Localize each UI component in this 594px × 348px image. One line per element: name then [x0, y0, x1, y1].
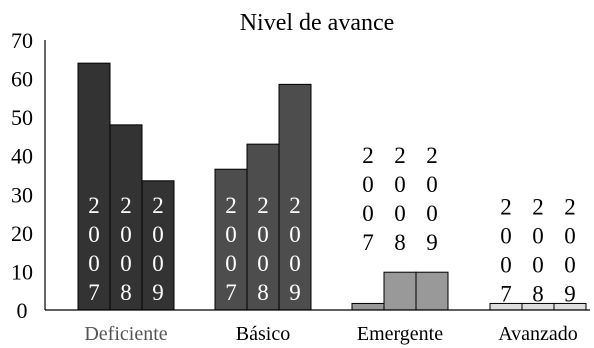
y-tick-label: 40: [11, 144, 33, 169]
bar-label-digit: 0: [564, 223, 576, 248]
bar-label-digit: 8: [532, 281, 544, 306]
bar-label-digit: 0: [500, 252, 512, 277]
bar-label-digit: 9: [564, 281, 576, 306]
bar: [109, 124, 143, 311]
bar-label-digit: 0: [289, 222, 301, 247]
bar-label-digit: 0: [88, 251, 100, 276]
bar-label-digit: 0: [362, 201, 374, 226]
bar-label-digit: 0: [225, 251, 237, 276]
bar-label-digit: 2: [362, 143, 374, 168]
bar-label-digit: 8: [394, 230, 406, 255]
bar-label-digit: 0: [394, 172, 406, 197]
bar-label-digit: 0: [426, 172, 438, 197]
bar-label-digit: 2: [225, 193, 237, 218]
bar-label-digit: 0: [362, 172, 374, 197]
bar-label-digit: 0: [532, 252, 544, 277]
bar: [351, 302, 385, 311]
bar-label-digit: 0: [532, 223, 544, 248]
y-axis: 0 10 20 30 40 50 60 70: [11, 28, 46, 323]
bar-label-digit: 0: [564, 252, 576, 277]
y-tick-label: 70: [11, 28, 33, 53]
bar-label-digit: 0: [257, 251, 269, 276]
bar-label-digit: 2: [152, 193, 164, 218]
bar-label-digit: 0: [394, 201, 406, 226]
bar-label-digit: 7: [88, 280, 100, 305]
bar-label-digit: 0: [120, 222, 132, 247]
bar-label-digit: 7: [500, 281, 512, 306]
bar-label-digit: 0: [500, 223, 512, 248]
bar-label-digit: 0: [120, 251, 132, 276]
bar-labels: 2007200820092007200820092007200820092007…: [88, 143, 576, 306]
bar-label-digit: 7: [225, 280, 237, 305]
bar-label-digit: 9: [426, 230, 438, 255]
bar-label-digit: 0: [426, 201, 438, 226]
bar-label-digit: 2: [88, 193, 100, 218]
x-tick-label: Avanzado: [498, 323, 578, 345]
y-tick-label: 20: [11, 221, 33, 246]
x-tick-label: Deficiente: [84, 323, 167, 345]
bar-label-digit: 0: [152, 251, 164, 276]
bar: [383, 271, 417, 311]
x-tick-label: Básico: [236, 323, 290, 345]
y-tick-label: 10: [11, 259, 33, 284]
chart-title: Nivel de avance: [240, 10, 395, 36]
bar-label-digit: 0: [152, 222, 164, 247]
bar-label-digit: 7: [362, 230, 374, 255]
y-tick-label: 60: [11, 67, 33, 92]
bar-label-digit: 8: [257, 280, 269, 305]
bar-label-digit: 0: [88, 222, 100, 247]
bar-label-digit: 2: [426, 143, 438, 168]
bar-label-digit: 2: [564, 194, 576, 219]
bar: [278, 83, 312, 311]
bar-label-digit: 2: [532, 194, 544, 219]
bar-label-digit: 0: [257, 222, 269, 247]
bar-label-digit: 0: [225, 222, 237, 247]
bar-label-digit: 2: [394, 143, 406, 168]
bar-label-digit: 2: [289, 193, 301, 218]
bar: [415, 271, 449, 311]
x-axis: Deficiente Básico Emergente Avanzado: [45, 309, 590, 345]
bar-label-digit: 0: [289, 251, 301, 276]
bar-label-digit: 9: [152, 280, 164, 305]
bar-label-digit: 2: [500, 194, 512, 219]
y-tick-label: 0: [17, 298, 28, 323]
bar-label-digit: 9: [289, 280, 301, 305]
x-tick-label: Emergente: [357, 323, 443, 345]
y-tick-label: 30: [11, 182, 33, 207]
bar-label-digit: 8: [120, 280, 132, 305]
bar-label-digit: 2: [257, 193, 269, 218]
y-tick-label: 50: [11, 105, 33, 130]
bar-label-digit: 2: [120, 193, 132, 218]
